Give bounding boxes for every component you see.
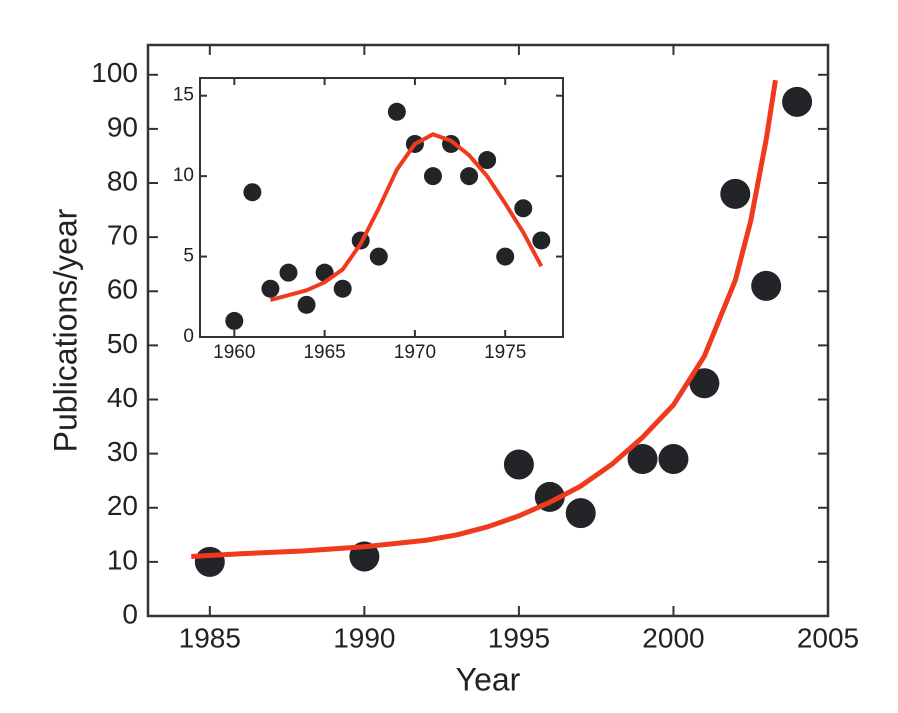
fit-line bbox=[191, 79, 778, 559]
data-point bbox=[503, 449, 534, 480]
data-point bbox=[782, 86, 813, 117]
y-tick-label: 50 bbox=[107, 328, 138, 359]
y-tick-label: 70 bbox=[107, 220, 138, 251]
y-tick-label: 100 bbox=[91, 57, 138, 88]
data-point bbox=[279, 263, 298, 282]
y-tick-label: 15 bbox=[173, 85, 194, 106]
x-tick-label: 2005 bbox=[797, 622, 859, 653]
y-tick-label: 20 bbox=[107, 490, 138, 521]
data-point bbox=[689, 368, 720, 399]
x-tick-label: 1985 bbox=[179, 622, 241, 653]
x-tick-label: 1970 bbox=[394, 342, 436, 363]
y-tick-label: 30 bbox=[107, 436, 138, 467]
x-tick-label: 1975 bbox=[484, 342, 526, 363]
x-tick-label: 1990 bbox=[333, 622, 395, 653]
y-tick-label: 90 bbox=[107, 111, 138, 142]
data-point bbox=[751, 270, 782, 301]
data-point bbox=[532, 231, 551, 250]
data-point bbox=[261, 279, 280, 298]
data-point bbox=[297, 295, 316, 314]
data-point bbox=[514, 199, 533, 218]
data-point bbox=[423, 167, 442, 186]
y-tick-label: 10 bbox=[107, 544, 138, 575]
x-tick-label: 1995 bbox=[488, 622, 550, 653]
fit-line bbox=[269, 132, 544, 302]
data-point bbox=[194, 546, 225, 577]
data-point bbox=[387, 102, 406, 121]
data-point bbox=[627, 444, 658, 475]
data-point bbox=[243, 183, 262, 202]
data-point bbox=[333, 279, 352, 298]
data-point bbox=[478, 151, 497, 170]
y-axis-label: Publications/year bbox=[47, 208, 83, 452]
x-tick-label: 1960 bbox=[213, 342, 255, 363]
data-point bbox=[720, 178, 751, 209]
data-point bbox=[658, 444, 689, 475]
data-point bbox=[496, 247, 515, 266]
y-tick-label: 0 bbox=[122, 598, 138, 629]
data-point bbox=[565, 498, 596, 529]
y-tick-label: 40 bbox=[107, 382, 138, 413]
y-tick-label: 60 bbox=[107, 274, 138, 305]
y-tick-label: 80 bbox=[107, 165, 138, 196]
y-tick-label: 10 bbox=[173, 165, 194, 186]
data-point bbox=[460, 167, 479, 186]
x-tick-label: 2000 bbox=[642, 622, 704, 653]
x-axis-label: Year bbox=[456, 661, 521, 697]
y-tick-label: 0 bbox=[183, 326, 194, 347]
y-tick-label: 5 bbox=[183, 246, 194, 267]
x-tick-label: 1965 bbox=[303, 342, 345, 363]
data-point bbox=[369, 247, 388, 266]
plot-area bbox=[199, 77, 564, 338]
data-point bbox=[225, 311, 244, 330]
